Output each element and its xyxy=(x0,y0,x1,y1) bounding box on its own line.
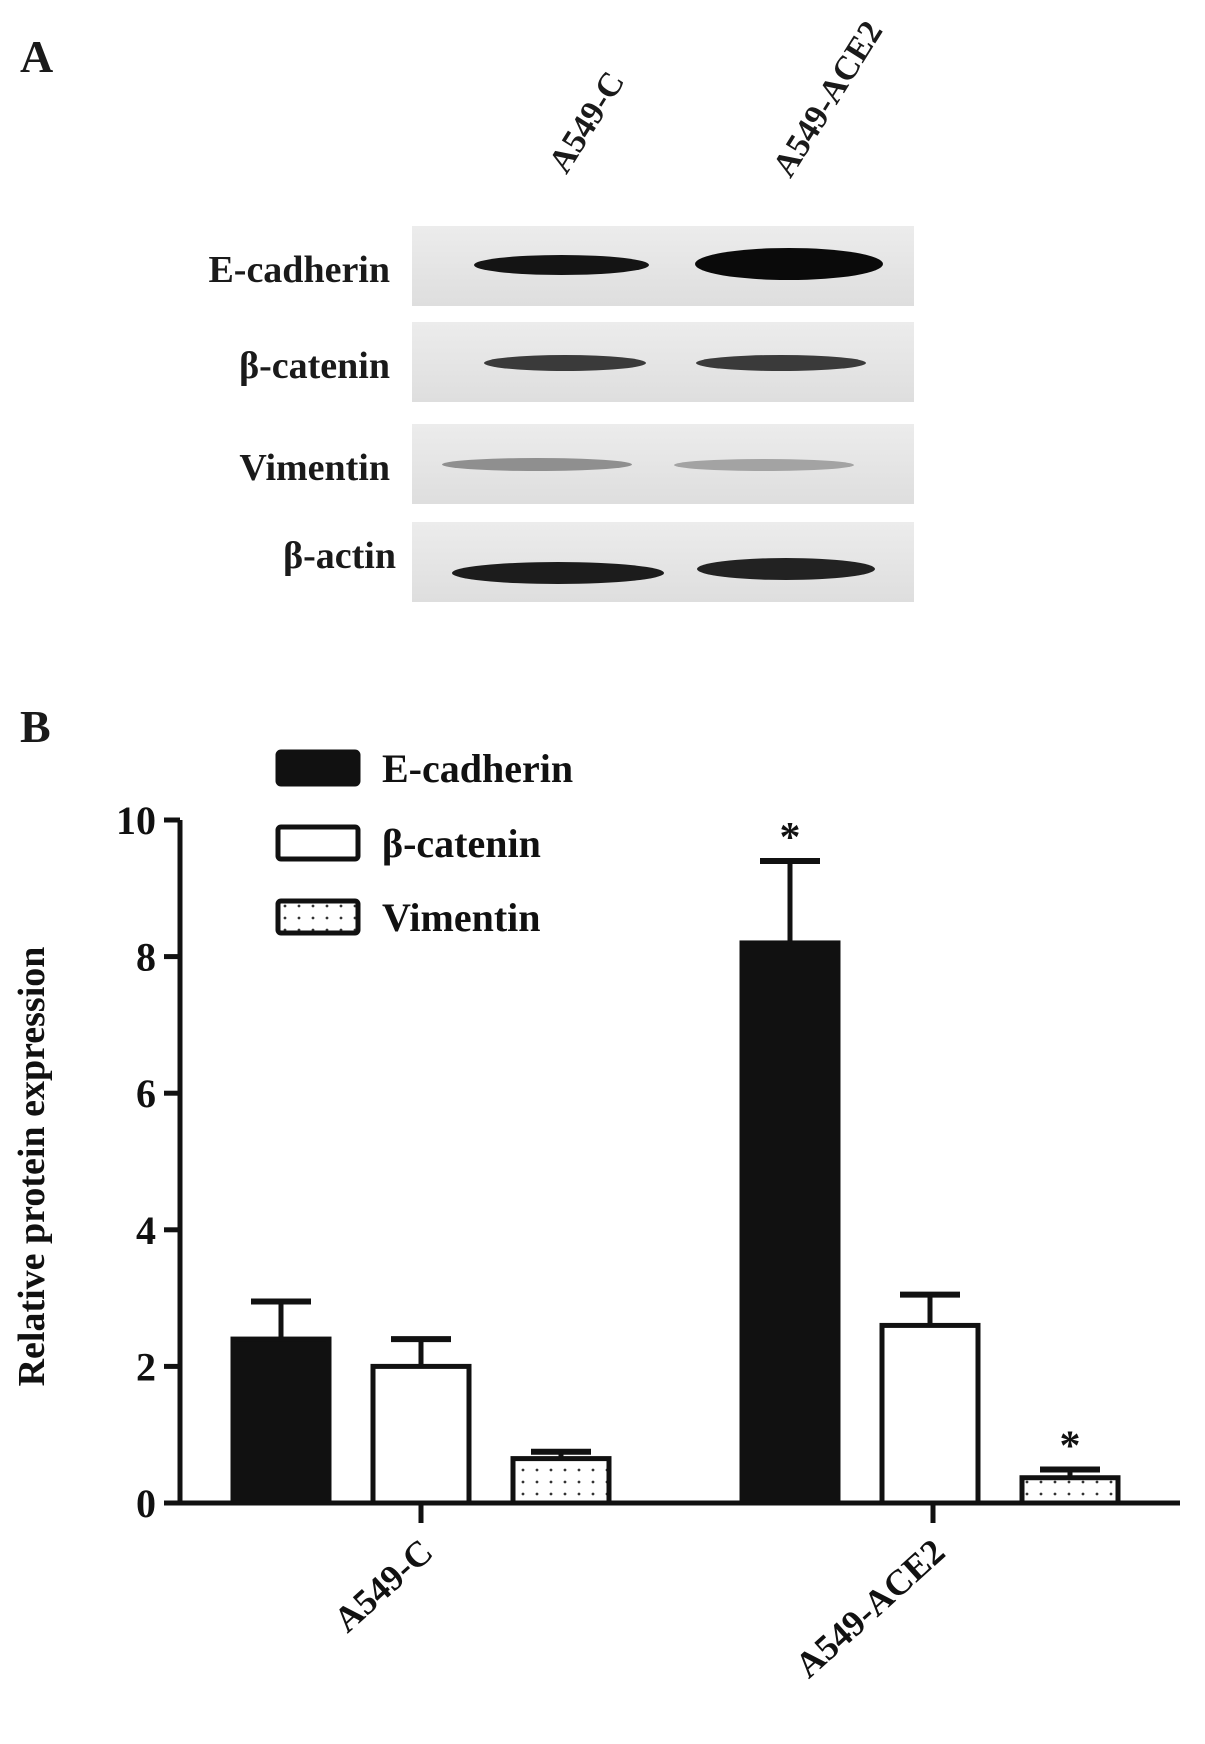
significance-star-2-1: * xyxy=(1060,1424,1081,1470)
y-axis-label: Relative protein expression xyxy=(11,947,53,1387)
blot-strip-e-cadherin xyxy=(412,226,914,306)
legend-label-0: E-cadherin xyxy=(382,746,573,791)
blot-strip-beta-actin xyxy=(412,522,914,602)
y-tick-label-0: 0 xyxy=(136,1481,156,1526)
y-tick-label-4: 4 xyxy=(136,1208,156,1253)
panel-a-letter: A xyxy=(20,31,54,82)
legend-label-2: Vimentin xyxy=(382,895,541,940)
significance-star-0-1: * xyxy=(780,815,801,861)
y-tick-label-8: 8 xyxy=(136,935,156,980)
blot-label-beta-catenin: β-catenin xyxy=(239,345,390,387)
blot-strip-vimentin xyxy=(412,424,914,504)
bar-2-0 xyxy=(510,1456,612,1506)
band-e-cadherin-a549-c xyxy=(474,255,649,275)
bar-0-0 xyxy=(230,1336,332,1506)
bar-2-1 xyxy=(1019,1475,1121,1506)
band-beta-actin-a549-c xyxy=(452,562,664,584)
x-tick-label-0: A549-C xyxy=(326,1531,440,1640)
band-e-cadherin-a549-ace2 xyxy=(695,248,883,280)
blot-label-beta-actin: β-actin xyxy=(283,535,396,577)
band-beta-catenin-a549-ace2 xyxy=(696,355,866,371)
blot-label-vimentin: Vimentin xyxy=(239,447,390,489)
legend-swatch-0 xyxy=(275,749,361,787)
band-vimentin-a549-ace2 xyxy=(674,459,854,471)
legend-swatch-1 xyxy=(275,824,361,862)
y-tick-label-2: 2 xyxy=(136,1344,156,1389)
legend-label-1: β-catenin xyxy=(382,821,541,866)
legend-swatch-2 xyxy=(275,898,361,936)
band-vimentin-a549-c xyxy=(442,458,632,471)
panel-b-letter: B xyxy=(20,701,51,752)
band-beta-catenin-a549-c xyxy=(484,355,646,371)
bar-1-0 xyxy=(370,1363,472,1506)
y-tick-label-10: 10 xyxy=(116,798,156,843)
blot-label-e-cadherin: E-cadherin xyxy=(208,249,390,291)
y-tick-label-6: 6 xyxy=(136,1071,156,1116)
blot-strip-beta-catenin xyxy=(412,322,914,402)
bar-1-1 xyxy=(879,1322,981,1506)
band-beta-actin-a549-ace2 xyxy=(697,558,875,580)
bar-0-1 xyxy=(739,940,841,1506)
x-tick-label-1: A549-ACE2 xyxy=(787,1531,952,1685)
